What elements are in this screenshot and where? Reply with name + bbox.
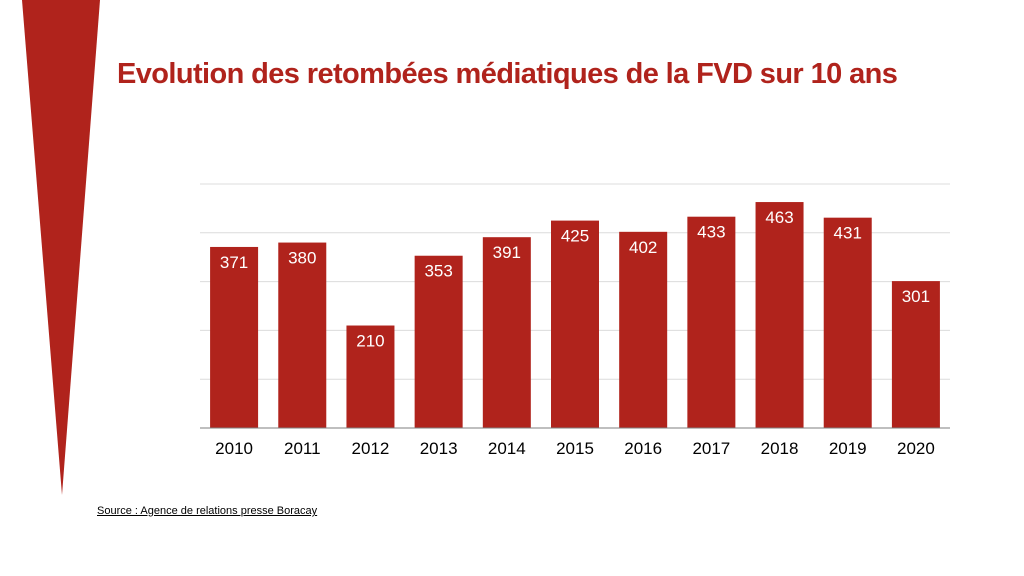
x-tick-label: 2020 [897,439,935,458]
x-tick-label: 2015 [556,439,594,458]
chart-title: Evolution des retombées médiatiques de l… [117,58,898,90]
bar [755,202,804,428]
bar [687,216,736,428]
bar [210,246,259,428]
data-label: 301 [902,287,930,306]
x-tick-label: 2016 [624,439,662,458]
x-tick-label: 2014 [488,439,526,458]
data-label: 380 [288,249,316,268]
data-label: 210 [356,332,384,351]
wedge-shape [22,0,100,495]
bar [619,231,668,428]
data-label: 463 [765,208,793,227]
source-link[interactable]: Source : Agence de relations presse Bora… [97,505,318,517]
data-label: 425 [561,227,589,246]
data-label: 433 [697,223,725,242]
x-tick-label: 2013 [420,439,458,458]
x-tick-label: 2012 [352,439,390,458]
bar [891,281,940,428]
data-label: 431 [834,224,862,243]
bar [482,237,531,428]
x-tick-label: 2017 [692,439,730,458]
bar [346,325,395,428]
data-label: 353 [424,262,452,281]
bar [551,220,599,428]
x-tick-label: 2011 [284,439,321,458]
data-label: 391 [493,243,521,262]
x-tick-label: 2018 [761,439,799,458]
red-wedge-decoration [22,0,100,495]
bar [278,242,327,428]
x-tick-label: 2019 [829,439,867,458]
bar [823,217,872,428]
data-label: 371 [220,253,248,272]
x-tick-label: 2010 [215,439,253,458]
data-label: 402 [629,238,657,257]
bar [414,255,463,428]
